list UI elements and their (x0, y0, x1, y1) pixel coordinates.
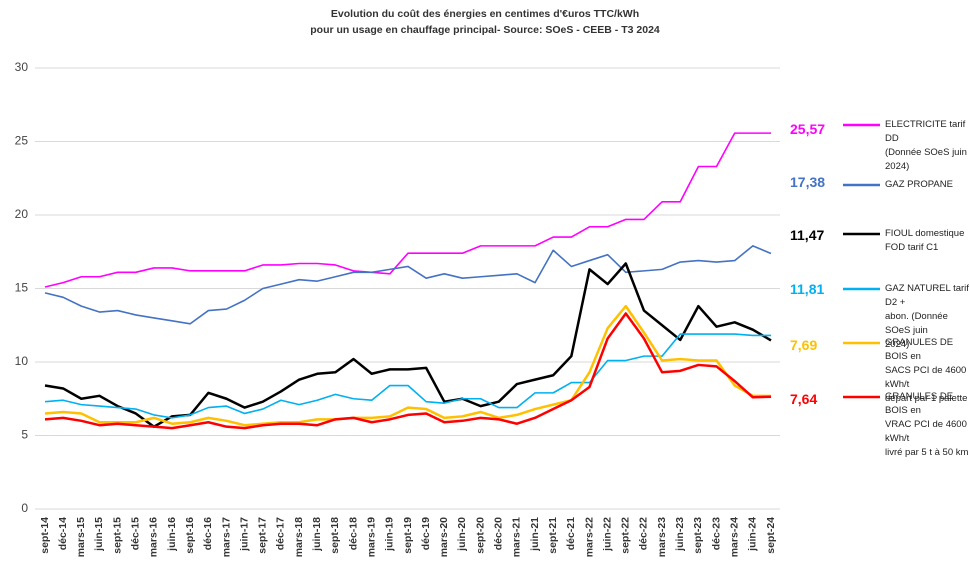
x-tick-label: déc-17 (275, 517, 287, 550)
x-tick-label: mars-19 (365, 517, 377, 557)
y-tick-label: 5 (21, 428, 28, 442)
legend-label: GAZ NATUREL tarif D2 + abon. (Donnée SOe… (885, 283, 969, 350)
value-label: 7,64 (790, 391, 818, 407)
value-label: 7,69 (790, 337, 818, 353)
x-tick-label: sept-22 (620, 517, 632, 554)
series-line (44, 333, 771, 419)
x-tick-label: juin-20 (456, 517, 468, 552)
x-tick-label: juin-17 (238, 517, 250, 552)
x-tick-label: déc-19 (420, 517, 432, 550)
x-tick-label: sept-20 (474, 517, 486, 554)
x-tick-label: sept-14 (39, 517, 51, 554)
x-tick-label: sept-21 (547, 517, 559, 554)
x-tick-label: déc-15 (130, 517, 142, 550)
x-tick-label: mars-21 (511, 517, 523, 557)
x-tick-label: mars-24 (728, 517, 740, 557)
legend-label: GAZ PROPANE (885, 179, 953, 190)
x-tick-label: déc-18 (347, 517, 359, 550)
x-tick-label: sept-18 (329, 517, 341, 554)
x-tick-label: juin-15 (93, 517, 105, 552)
legend-label: GRANULES DE BOIS en SACS PCI de 4600 kWh… (885, 337, 968, 404)
x-tick-label: mars-15 (75, 517, 87, 557)
x-tick-label: sept-17 (257, 517, 269, 554)
chart-title: Evolution du coût des énergies en centim… (331, 8, 639, 20)
x-tick-label: déc-16 (202, 517, 214, 550)
series-line (44, 312, 772, 430)
y-tick-label: 0 (21, 501, 28, 515)
value-label: 17,38 (790, 174, 826, 190)
x-tick-label: juin-18 (311, 517, 323, 552)
x-tick-label: déc-14 (57, 517, 69, 550)
y-tick-label: 10 (15, 354, 29, 368)
y-tick-label: 25 (15, 134, 29, 148)
x-tick-label: mars-18 (293, 517, 305, 557)
x-tick-label: sept-16 (184, 517, 196, 554)
x-tick-label: déc-20 (493, 517, 505, 550)
x-tick-label: juin-19 (384, 517, 396, 552)
x-tick-label: juin-21 (529, 517, 541, 552)
series-line (44, 304, 772, 427)
y-tick-label: 30 (15, 60, 29, 74)
x-tick-label: déc-22 (638, 517, 650, 550)
x-tick-label: juin-22 (601, 517, 613, 552)
chart-subtitle: pour un usage en chauffage principal- So… (310, 24, 660, 36)
series-line (44, 245, 772, 325)
x-tick-label: sept-15 (111, 517, 123, 554)
x-tick-label: mars-17 (220, 517, 232, 557)
legend-label: ELECTRICITE tarif DD (Donnée SOeS juin 2… (885, 119, 967, 172)
x-tick-label: sept-19 (402, 517, 414, 554)
value-label: 11,47 (790, 227, 825, 243)
y-tick-label: 20 (15, 207, 29, 221)
y-tick-label: 15 (15, 281, 29, 295)
x-tick-label: mars-22 (583, 517, 595, 557)
value-label: 11,81 (790, 281, 825, 297)
x-tick-label: mars-16 (148, 517, 160, 557)
x-tick-label: juin-24 (747, 517, 759, 552)
series-line (44, 262, 772, 428)
x-tick-label: juin-16 (166, 517, 178, 552)
x-tick-label: déc-23 (710, 517, 722, 550)
x-tick-label: sept-24 (765, 517, 777, 554)
legend-label: GRANULES DE BOIS en VRAC PCI de 4600 kWh… (885, 391, 969, 458)
legend-label: FIOUL domestique FOD tarif C1 (885, 228, 965, 253)
x-tick-label: déc-21 (565, 517, 577, 550)
x-tick-label: mars-23 (656, 517, 668, 557)
x-tick-label: mars-20 (438, 517, 450, 557)
x-tick-label: juin-23 (674, 517, 686, 552)
series-line (44, 132, 771, 288)
value-label: 25,57 (790, 121, 826, 137)
x-tick-label: sept-23 (692, 517, 704, 554)
